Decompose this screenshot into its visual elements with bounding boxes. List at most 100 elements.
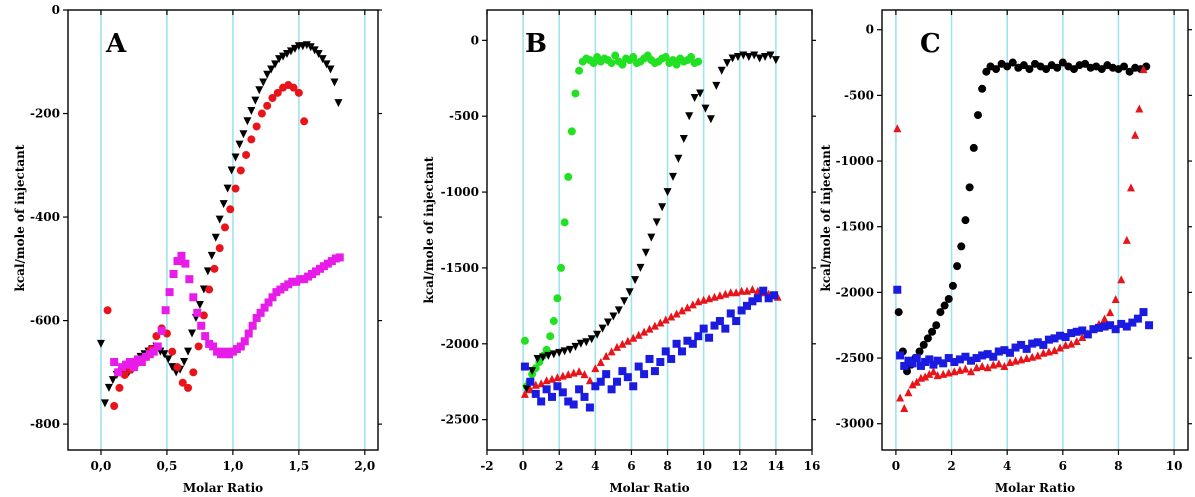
data-point xyxy=(939,359,948,368)
data-point xyxy=(560,218,569,227)
data-point xyxy=(925,369,934,378)
data-point xyxy=(235,140,244,149)
y-tick-label: -2500 xyxy=(836,351,874,365)
data-point xyxy=(712,81,721,90)
data-point xyxy=(542,345,551,354)
data-point xyxy=(602,370,611,379)
data-point xyxy=(953,262,962,271)
data-point xyxy=(613,377,621,386)
data-point xyxy=(114,368,123,377)
data-point xyxy=(690,94,699,102)
data-point xyxy=(656,358,665,366)
data-point xyxy=(656,318,665,327)
data-point xyxy=(129,363,138,372)
data-point xyxy=(1122,322,1131,331)
data-point xyxy=(961,352,970,361)
series-1 xyxy=(522,51,780,394)
data-point xyxy=(100,399,109,408)
data-point xyxy=(596,358,605,366)
series-2 xyxy=(520,285,782,398)
y-tick-label: -500 xyxy=(449,109,479,123)
data-point xyxy=(1050,334,1059,343)
data-point xyxy=(908,359,917,368)
data-point xyxy=(1100,322,1109,331)
data-point xyxy=(978,361,987,370)
data-point xyxy=(928,327,937,336)
data-point xyxy=(645,324,654,333)
data-point xyxy=(743,301,751,310)
data-point xyxy=(137,358,146,366)
data-point xyxy=(326,65,335,74)
data-point xyxy=(1008,58,1017,67)
x-tick-label: 16 xyxy=(804,459,821,473)
data-point xyxy=(904,388,913,397)
data-point xyxy=(1100,314,1109,323)
data-point xyxy=(733,53,742,62)
data-point xyxy=(634,362,643,371)
data-point xyxy=(580,392,589,401)
data-point xyxy=(1120,62,1129,71)
data-point xyxy=(1039,340,1048,349)
data-point xyxy=(658,203,667,212)
data-point xyxy=(520,389,529,398)
data-point xyxy=(1028,352,1037,361)
data-point xyxy=(1003,62,1012,71)
x-tick-label: -2 xyxy=(480,459,493,473)
data-point xyxy=(726,309,735,318)
data-point xyxy=(1033,338,1042,347)
data-point xyxy=(575,367,584,376)
data-point xyxy=(607,347,616,356)
data-point xyxy=(178,378,187,387)
data-point xyxy=(197,321,206,330)
data-point xyxy=(108,376,117,385)
data-point xyxy=(955,355,964,364)
data-point xyxy=(215,215,224,224)
data-point xyxy=(950,358,959,366)
data-point xyxy=(290,44,299,53)
data-point xyxy=(640,327,649,336)
x-tick-label: 4 xyxy=(591,459,599,473)
data-point xyxy=(1111,325,1120,334)
data-point xyxy=(683,303,692,312)
data-point xyxy=(983,350,992,359)
data-point xyxy=(585,376,594,385)
data-point xyxy=(755,54,764,63)
data-point xyxy=(607,385,616,394)
data-point xyxy=(667,354,676,363)
data-point xyxy=(912,377,921,386)
x-tick-label: 2 xyxy=(947,459,955,473)
y-tick-label: 0 xyxy=(866,23,874,37)
data-point xyxy=(177,251,186,260)
data-point xyxy=(893,285,902,294)
data-point xyxy=(744,53,753,62)
data-point xyxy=(199,311,208,320)
data-point xyxy=(761,53,770,62)
data-point xyxy=(1000,361,1009,370)
y-tick-label: -200 xyxy=(30,107,60,121)
data-point xyxy=(678,347,686,356)
y-tick-label: 0 xyxy=(471,33,479,47)
data-point xyxy=(275,55,284,64)
data-point xyxy=(330,78,339,87)
plot-frame xyxy=(67,9,379,451)
data-point xyxy=(520,336,529,345)
data-point xyxy=(314,50,323,58)
data-point xyxy=(96,339,105,348)
data-point xyxy=(207,251,216,260)
data-point xyxy=(625,288,634,297)
data-point xyxy=(728,54,737,63)
data-point xyxy=(227,166,236,175)
data-point xyxy=(957,242,966,251)
data-point xyxy=(587,335,596,344)
data-point xyxy=(661,53,670,62)
data-point xyxy=(1106,321,1115,330)
data-point xyxy=(195,301,204,310)
y-tick-label: -1500 xyxy=(441,261,479,275)
data-point xyxy=(580,370,589,379)
x-tick-label: 0,0 xyxy=(91,459,112,473)
data-point xyxy=(978,351,987,360)
data-point xyxy=(955,365,964,374)
data-point xyxy=(1097,65,1106,74)
data-point xyxy=(636,263,645,272)
x-tick-label: 0,5 xyxy=(156,459,177,473)
